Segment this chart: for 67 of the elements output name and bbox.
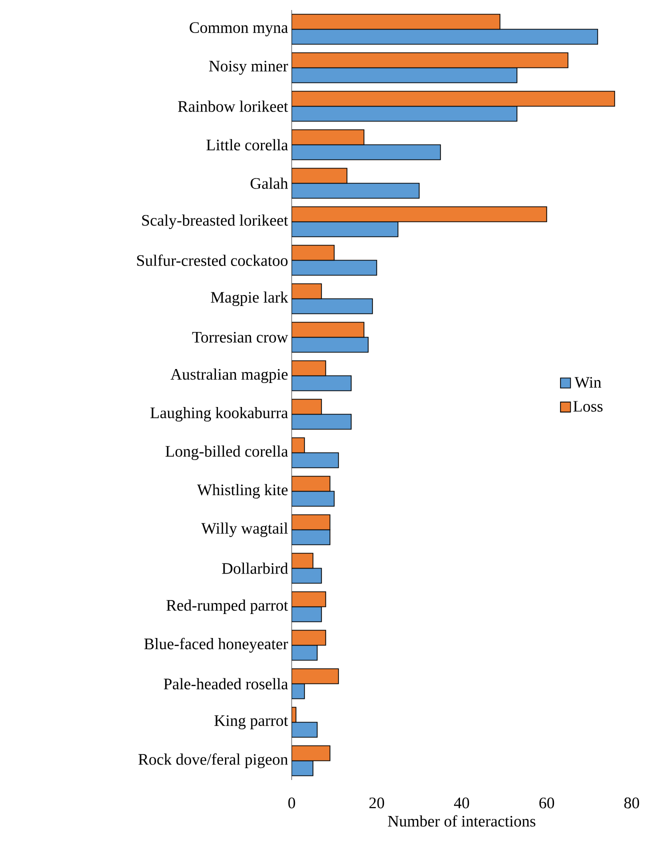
y-tick-label: Torresian crow: [192, 332, 288, 343]
bar: [292, 630, 326, 646]
y-tick-label: Blue-faced honeyeater: [144, 638, 288, 653]
bar: [292, 552, 314, 569]
y-tick-label: Rock dove/feral pigeon: [138, 753, 288, 768]
bar: [292, 144, 441, 160]
bar: [292, 14, 500, 30]
y-tick-label: King parrot: [214, 715, 288, 730]
bar: [292, 745, 330, 762]
legend-label: Win: [574, 376, 602, 388]
y-tick-label: Dollarbird: [222, 562, 288, 574]
bar: [292, 106, 518, 122]
y-tick-label: Magpie lark: [210, 291, 288, 306]
bar: [292, 182, 420, 199]
y-tick-label: Scaly-breasted lorikeet: [142, 214, 288, 230]
y-tick-label: Willy wagtail: [201, 522, 288, 538]
bar: [292, 438, 304, 453]
bar: [292, 684, 304, 699]
bar: [292, 322, 364, 338]
y-tick-label: Rainbow lorikeet: [178, 100, 288, 112]
y-tick-label: Galah: [250, 178, 288, 189]
bar: [292, 414, 352, 430]
bar: [292, 452, 339, 468]
bar: [292, 28, 598, 45]
x-axis-title: Number of interactions: [388, 815, 536, 827]
y-tick-label: Red-rumped parrot: [166, 600, 288, 614]
bar: [292, 129, 364, 146]
y-tick-label: Noisy miner: [209, 60, 288, 75]
bar: [292, 722, 318, 738]
y-tick-label: Common myna: [190, 22, 288, 36]
bar: [292, 644, 318, 661]
bar: [292, 90, 616, 107]
y-tick-label: Sulfur-crested cockatoo: [137, 254, 288, 266]
bar: [292, 221, 398, 238]
bar: [292, 760, 314, 776]
bar: [292, 52, 568, 68]
y-tick-label: Australian magpie: [170, 368, 288, 384]
x-tick-label: 60: [539, 798, 554, 808]
y-tick-label: Laughing kookaburra: [150, 406, 288, 422]
bar: [292, 568, 322, 584]
bar: [292, 606, 322, 622]
bar: [292, 476, 330, 492]
bar: [292, 260, 378, 276]
bar: [292, 490, 335, 507]
bar: [292, 514, 330, 530]
legend-label: Loss: [573, 401, 603, 412]
bar: [292, 668, 339, 684]
bar: [292, 375, 352, 392]
x-tick-label: 20: [369, 798, 384, 808]
bar: [292, 529, 330, 546]
bar: [292, 398, 322, 415]
bar: [292, 283, 322, 300]
y-tick-label: Pale-headed rosella: [164, 678, 288, 690]
bar: [292, 591, 326, 608]
bar: [292, 168, 348, 184]
bar: [292, 360, 326, 376]
y-tick-label: Long-billed corella: [166, 445, 288, 460]
y-tick-label: Little corella: [206, 139, 288, 150]
bar: [292, 67, 518, 84]
x-tick-label: 0: [288, 798, 296, 808]
bar: [292, 298, 373, 314]
bar: [292, 244, 335, 261]
bar: [292, 336, 369, 353]
x-tick-label: 40: [454, 798, 470, 808]
y-tick-label: Whistling kite: [197, 484, 288, 499]
x-tick-label: 80: [624, 798, 640, 808]
bar: [292, 206, 548, 222]
